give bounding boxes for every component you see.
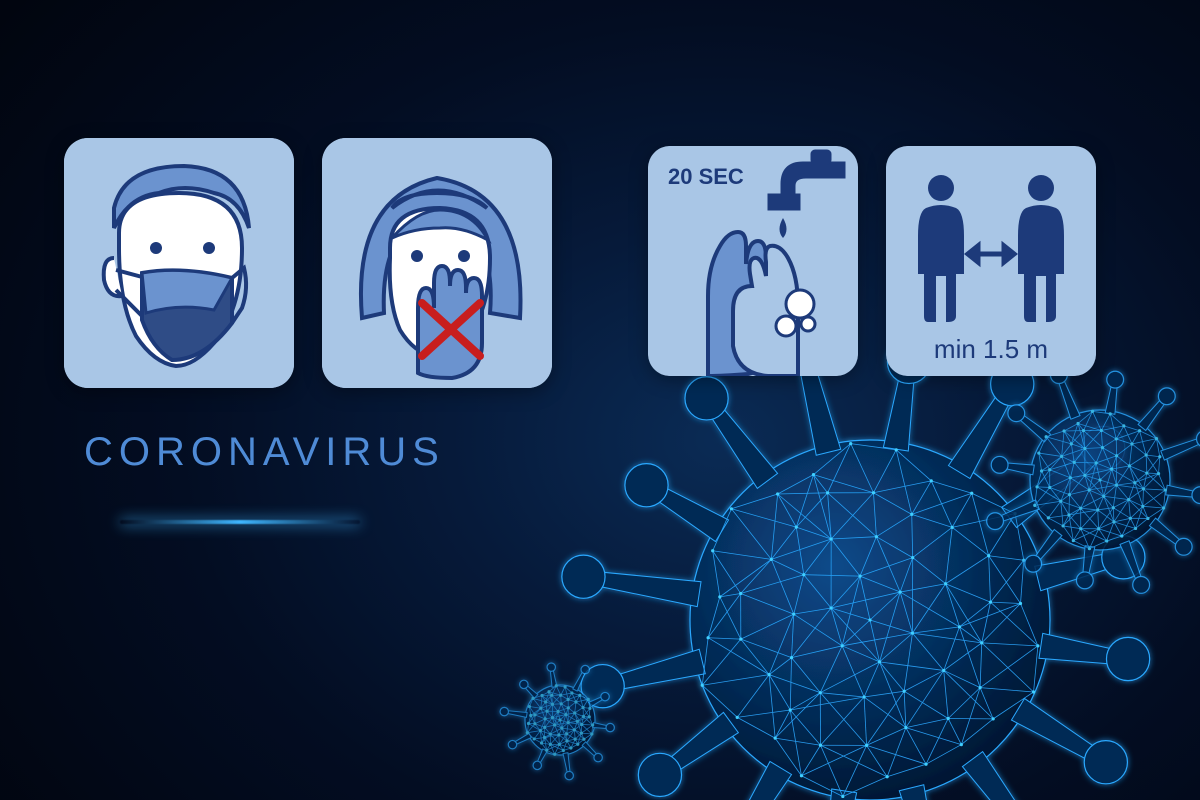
card-no-touch-face (322, 138, 552, 388)
wash-hands-icon: 20 SEC (648, 146, 858, 376)
page-title: CORONAVIRUS (84, 430, 445, 475)
title-underline (120, 520, 360, 524)
spacer (580, 138, 620, 388)
guidance-cards-row: 20 SEC (64, 138, 1096, 388)
mask-icon (64, 138, 294, 388)
card-social-distance: min 1.5 m (886, 146, 1096, 376)
card-wash-hands: 20 SEC (648, 146, 858, 376)
virus-main-icon (562, 317, 1150, 800)
no-touch-face-icon (322, 138, 552, 388)
social-distance-icon: min 1.5 m (886, 146, 1096, 376)
virus-tiny-icon (500, 663, 614, 780)
virus-secondary-icon (987, 367, 1200, 594)
infographic-canvas: 20 SEC (0, 0, 1200, 800)
wash-duration-label: 20 SEC (668, 164, 744, 189)
distance-label: min 1.5 m (934, 334, 1048, 364)
card-wear-mask (64, 138, 294, 388)
virus-wireframe-layer (0, 0, 1200, 800)
